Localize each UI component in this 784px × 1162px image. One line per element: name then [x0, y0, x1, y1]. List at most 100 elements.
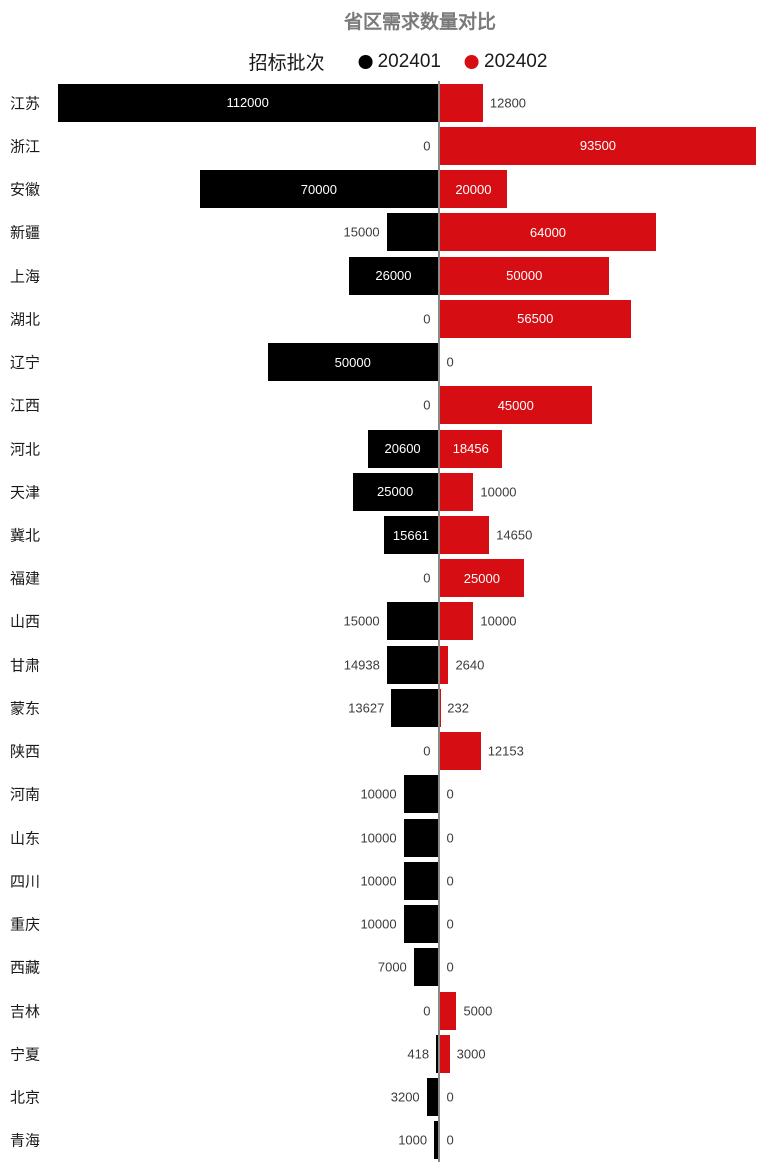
category-label: 新疆: [10, 224, 41, 242]
category-label: 辽宁: [10, 354, 41, 372]
category-label: 福建: [10, 570, 41, 588]
value-label-202401: 26000: [375, 268, 412, 284]
bar-202402[interactable]: [439, 645, 449, 684]
category-label: 浙江: [10, 138, 41, 156]
bar-202401[interactable]: [391, 688, 438, 727]
bar-row-陕西: 陕西 0 12153: [0, 730, 784, 773]
bar-202401[interactable]: 70000: [200, 170, 438, 209]
bar-row-辽宁: 辽宁 50000 0: [0, 340, 784, 383]
value-label-202402: 0: [446, 873, 454, 889]
bar-202402[interactable]: 18456: [439, 429, 503, 468]
category-label: 河南: [10, 786, 41, 804]
bar-202401[interactable]: [386, 602, 438, 641]
bar-202402[interactable]: [439, 1034, 450, 1073]
legend-item-202402[interactable]: 202402: [465, 51, 547, 73]
category-label: 安徽: [10, 181, 41, 199]
value-label-202402: 56500: [517, 311, 554, 327]
value-label-202402: 0: [446, 1132, 454, 1148]
bar-202402[interactable]: [439, 991, 457, 1030]
bar-row-冀北: 冀北 15661 14650: [0, 513, 784, 556]
value-label-202402: 45000: [497, 397, 534, 413]
bar-202401[interactable]: [403, 818, 438, 857]
legend-marker-202402-icon: [465, 54, 480, 69]
bar-row-四川: 四川 10000 0: [0, 859, 784, 902]
value-label-202401: 14938: [343, 657, 380, 673]
bar-202402[interactable]: [439, 83, 483, 122]
bar-202401[interactable]: [403, 905, 438, 944]
legend-label-202402: 202402: [484, 50, 548, 72]
chart-title: 省区需求数量对比: [343, 12, 497, 33]
value-label-202402: 25000: [463, 570, 500, 586]
category-label: 蒙东: [10, 700, 41, 718]
bar-202401[interactable]: [426, 1078, 438, 1117]
value-label-202401: 7000: [377, 959, 407, 975]
category-axis-line: [437, 81, 440, 1162]
bar-row-北京: 北京 3200 0: [0, 1076, 784, 1119]
value-label-202402: 50000: [506, 268, 543, 284]
category-label: 江西: [10, 397, 41, 415]
bar-202401[interactable]: [403, 775, 438, 814]
bar-row-安徽: 安徽 70000 20000: [0, 167, 784, 210]
bar-202402[interactable]: 50000: [439, 256, 609, 295]
value-label-202402: 3000: [456, 1046, 486, 1062]
legend-title: 招标批次: [248, 53, 325, 74]
category-label: 上海: [10, 268, 41, 286]
bar-202401[interactable]: 15661: [384, 516, 438, 554]
bar-202401[interactable]: 25000: [352, 472, 438, 511]
value-label-202401: 0: [423, 743, 431, 759]
value-label-202401: 10000: [360, 873, 397, 889]
value-label-202401: 50000: [334, 354, 371, 370]
value-label-202401: 13627: [348, 700, 385, 716]
bar-202402[interactable]: 20000: [439, 170, 508, 209]
bar-202401[interactable]: [403, 861, 438, 900]
category-label: 吉林: [10, 1003, 41, 1021]
category-label: 重庆: [10, 916, 41, 934]
plot-area: 江苏 112000 12800 浙江 0 93500 安徽 70000 20000 新疆 15000…: [0, 81, 784, 1162]
legend-item-202401[interactable]: 202401: [358, 51, 441, 73]
value-label-202402: 0: [446, 830, 454, 846]
bar-202401[interactable]: 20600: [367, 429, 438, 468]
value-label-202402: 20000: [455, 181, 492, 197]
bar-row-河北: 河北 20600 18456: [0, 427, 784, 470]
bar-202402[interactable]: 93500: [439, 126, 757, 165]
bar-202402[interactable]: [439, 732, 481, 771]
bar-row-上海: 上海 26000 50000: [0, 254, 784, 297]
bar-202402[interactable]: [439, 472, 474, 511]
bar-202401[interactable]: [386, 645, 438, 684]
value-label-202401: 0: [423, 397, 431, 413]
value-label-202401: 15661: [392, 527, 430, 543]
bar-202401[interactable]: [413, 948, 438, 987]
value-label-202402: 2640: [455, 657, 485, 673]
bar-row-江西: 江西 0 45000: [0, 384, 784, 427]
bar-202402[interactable]: 64000: [439, 213, 657, 252]
bar-202401[interactable]: 112000: [57, 83, 438, 122]
bar-202402[interactable]: [439, 516, 490, 554]
bar-row-天津: 天津 25000 10000: [0, 470, 784, 513]
bar-202402[interactable]: [439, 602, 474, 641]
value-label-202401: 10000: [360, 786, 397, 802]
bar-202401[interactable]: [436, 1034, 438, 1073]
value-label-202401: 20600: [384, 441, 421, 457]
bar-202401[interactable]: 50000: [268, 343, 438, 382]
bar-202401[interactable]: 26000: [349, 256, 438, 295]
category-label: 山东: [10, 830, 41, 848]
value-label-202401: 0: [423, 311, 431, 327]
bar-202402[interactable]: 25000: [439, 559, 525, 598]
value-label-202402: 0: [446, 1089, 454, 1105]
bar-row-江苏: 江苏 112000 12800: [0, 81, 784, 124]
bar-row-河南: 河南 10000 0: [0, 773, 784, 816]
bar-202402[interactable]: 56500: [439, 299, 632, 338]
category-label: 湖北: [10, 311, 41, 329]
value-label-202401: 0: [423, 570, 431, 586]
bar-202402[interactable]: 45000: [439, 386, 593, 425]
value-label-202401: 0: [423, 138, 431, 154]
value-label-202401: 3200: [390, 1089, 420, 1105]
value-label-202402: 0: [446, 786, 454, 802]
value-label-202402: 0: [446, 916, 454, 932]
bar-202401[interactable]: [386, 213, 438, 252]
bar-row-西藏: 西藏 7000 0: [0, 946, 784, 989]
category-label: 四川: [10, 873, 41, 891]
value-label-202402: 0: [446, 959, 454, 975]
bar-202402[interactable]: [439, 688, 441, 727]
bar-202401[interactable]: [434, 1121, 438, 1160]
